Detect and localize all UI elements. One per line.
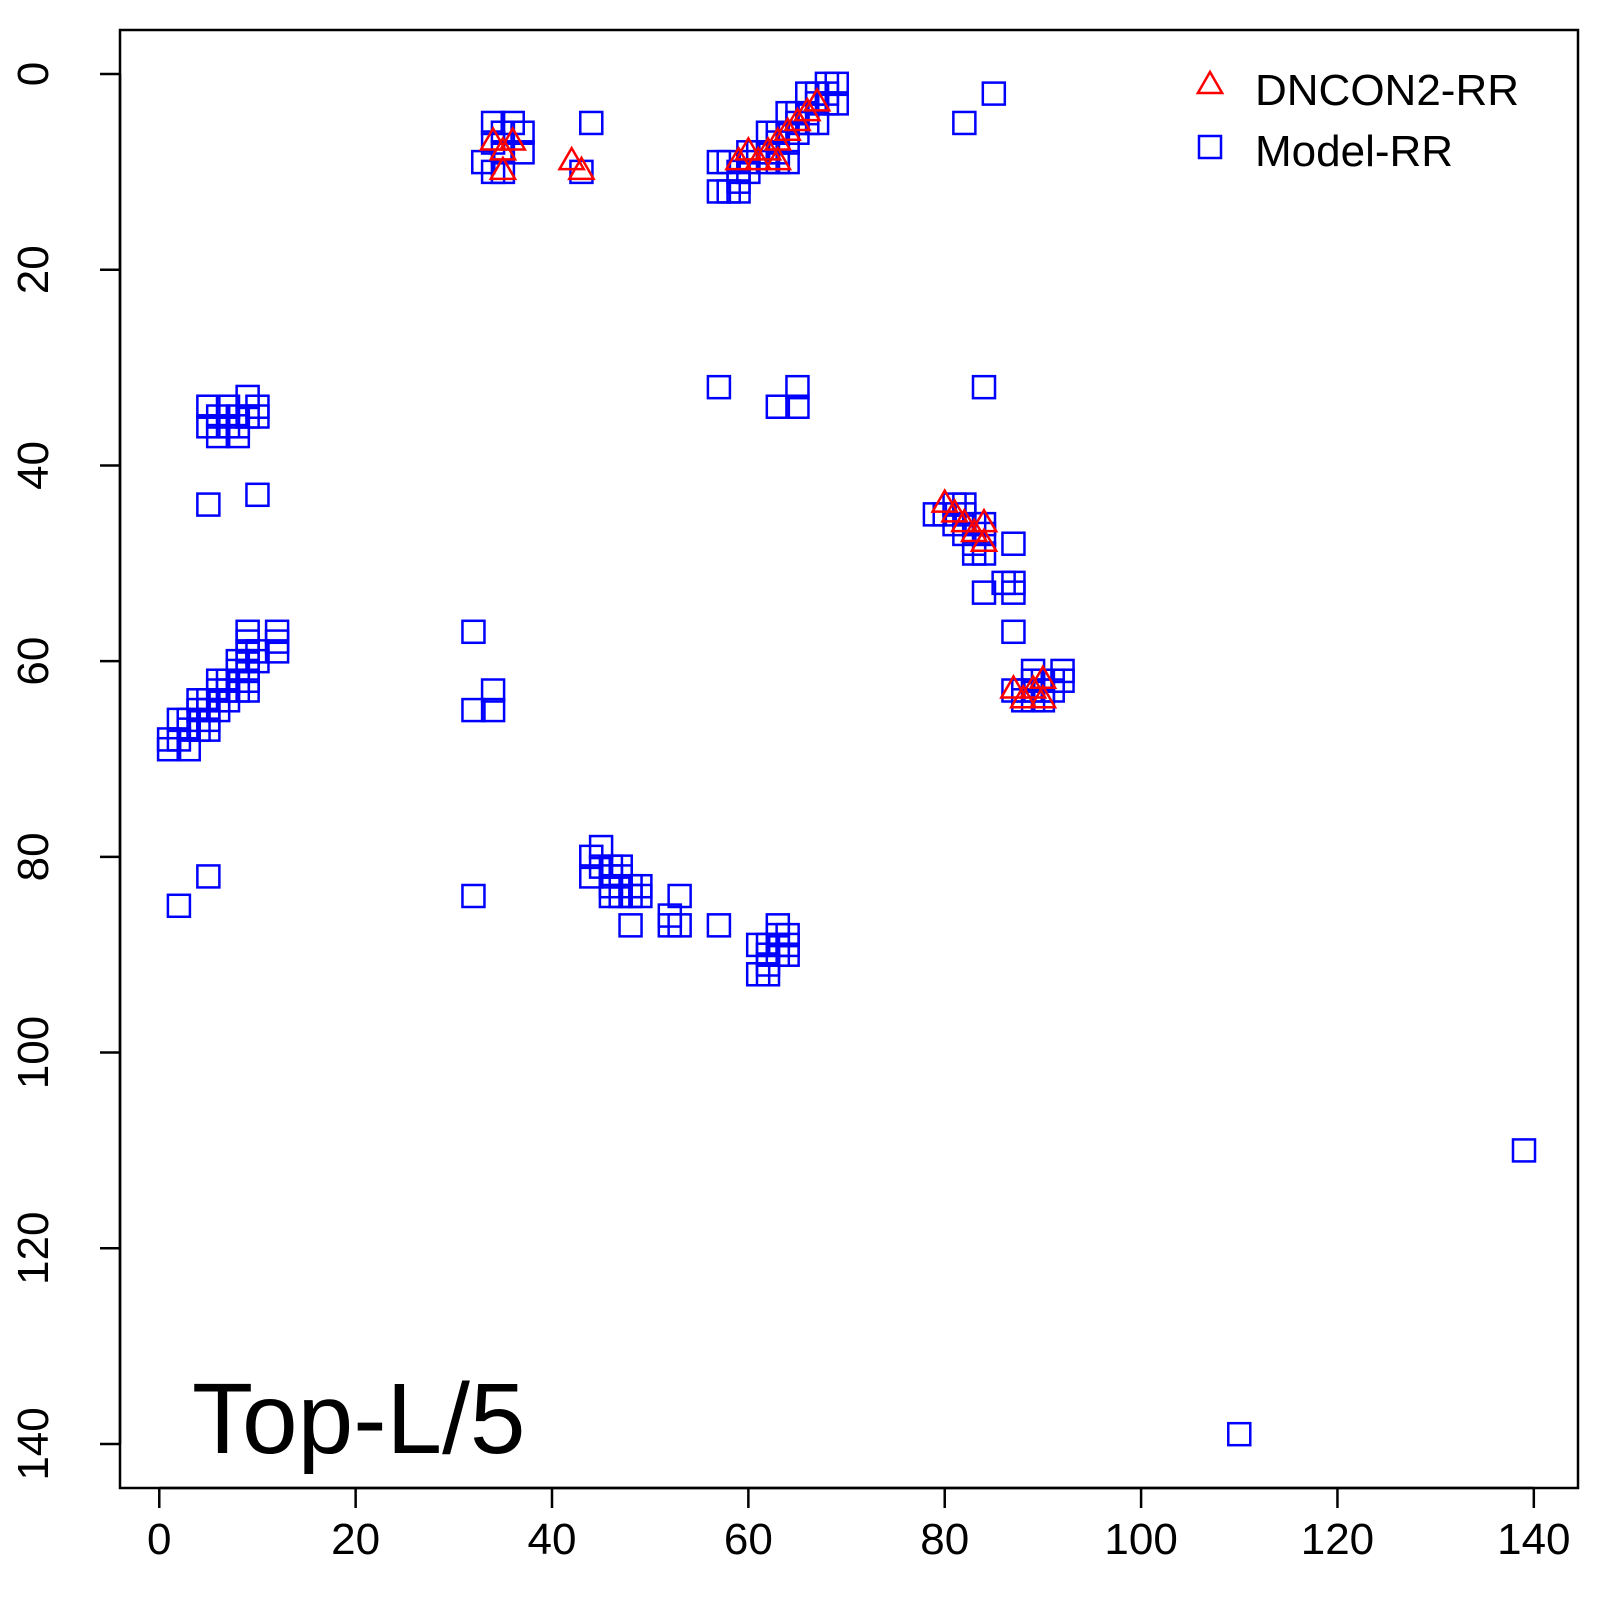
square-point — [785, 394, 810, 419]
x-tick-label: 80 — [920, 1515, 969, 1564]
square-point — [981, 81, 1007, 106]
square-point — [1001, 531, 1026, 556]
triangle-point — [940, 497, 969, 523]
triangle-point — [950, 507, 979, 533]
data-marks — [156, 71, 1537, 1447]
square-point — [952, 110, 977, 136]
square-point — [706, 913, 732, 938]
triangle-point — [557, 145, 586, 171]
square-point — [245, 404, 270, 429]
triangle-point — [763, 145, 793, 171]
triangle-point — [734, 135, 763, 161]
square-point — [971, 374, 997, 400]
square-point — [166, 893, 192, 919]
triangle-point — [1028, 683, 1058, 709]
square-point — [824, 71, 849, 97]
square-point — [726, 169, 751, 194]
y-tick-label: 120 — [9, 1212, 58, 1285]
triangle-point — [802, 86, 832, 112]
square-point — [480, 697, 506, 723]
square-point — [245, 482, 270, 508]
legend-label: DNCON2-RR — [1255, 66, 1519, 115]
square-point — [785, 374, 810, 400]
square-point — [461, 697, 486, 723]
square-point — [480, 678, 506, 703]
legend-square-icon — [1197, 134, 1223, 160]
triangle-point — [930, 488, 960, 513]
square-point — [579, 110, 604, 136]
legend: DNCON2-RR Model-RR — [1195, 66, 1519, 176]
y-tick-label: 0 — [9, 62, 58, 86]
square-point — [1001, 619, 1026, 645]
square-point — [1001, 580, 1026, 605]
square-point — [461, 619, 486, 645]
square-point — [775, 942, 800, 967]
panel-label: Top-L/5 — [192, 1363, 526, 1475]
x-tick-label: 120 — [1301, 1515, 1374, 1564]
triangle-point — [498, 126, 528, 151]
square-point — [235, 678, 260, 703]
x-tick-label: 40 — [528, 1515, 577, 1564]
x-tick-label: 140 — [1497, 1515, 1570, 1564]
y-tick-label: 100 — [9, 1016, 58, 1089]
triangle-point — [969, 527, 999, 552]
x-tick-label: 20 — [331, 1515, 380, 1564]
square-point — [569, 159, 594, 185]
y-tick-label: 140 — [9, 1407, 58, 1480]
axes: 0 20 40 60 80 100 120 140 0 20 40 60 80 100 120 140 — [9, 62, 1571, 1564]
y-tick-label: 20 — [9, 245, 58, 294]
series-dncon2-rr — [478, 86, 1058, 709]
square-point — [667, 913, 692, 938]
y-tick-label: 80 — [9, 832, 58, 881]
square-point — [196, 864, 221, 889]
square-point — [618, 913, 643, 938]
square-point — [196, 492, 221, 517]
square-point — [765, 394, 791, 419]
x-tick-label: 60 — [724, 1515, 773, 1564]
triangle-point — [999, 674, 1028, 699]
square-point — [461, 883, 486, 909]
square-point — [1511, 1138, 1537, 1163]
square-point — [971, 541, 997, 566]
legend-label: Model-RR — [1255, 127, 1453, 176]
triangle-point — [567, 155, 596, 181]
square-point — [971, 521, 997, 547]
legend-triangle-icon — [1195, 69, 1225, 95]
square-point — [628, 883, 653, 909]
square-point — [1227, 1421, 1252, 1447]
x-tick-label: 100 — [1104, 1515, 1177, 1564]
triangle-point — [478, 126, 508, 151]
y-tick-label: 40 — [9, 441, 58, 490]
y-tick-label: 60 — [9, 637, 58, 686]
square-point — [490, 159, 516, 185]
triangle-point — [488, 155, 518, 181]
square-point — [706, 374, 732, 400]
x-tick-label: 0 — [147, 1515, 171, 1564]
square-point — [264, 639, 290, 664]
square-point — [667, 883, 692, 909]
